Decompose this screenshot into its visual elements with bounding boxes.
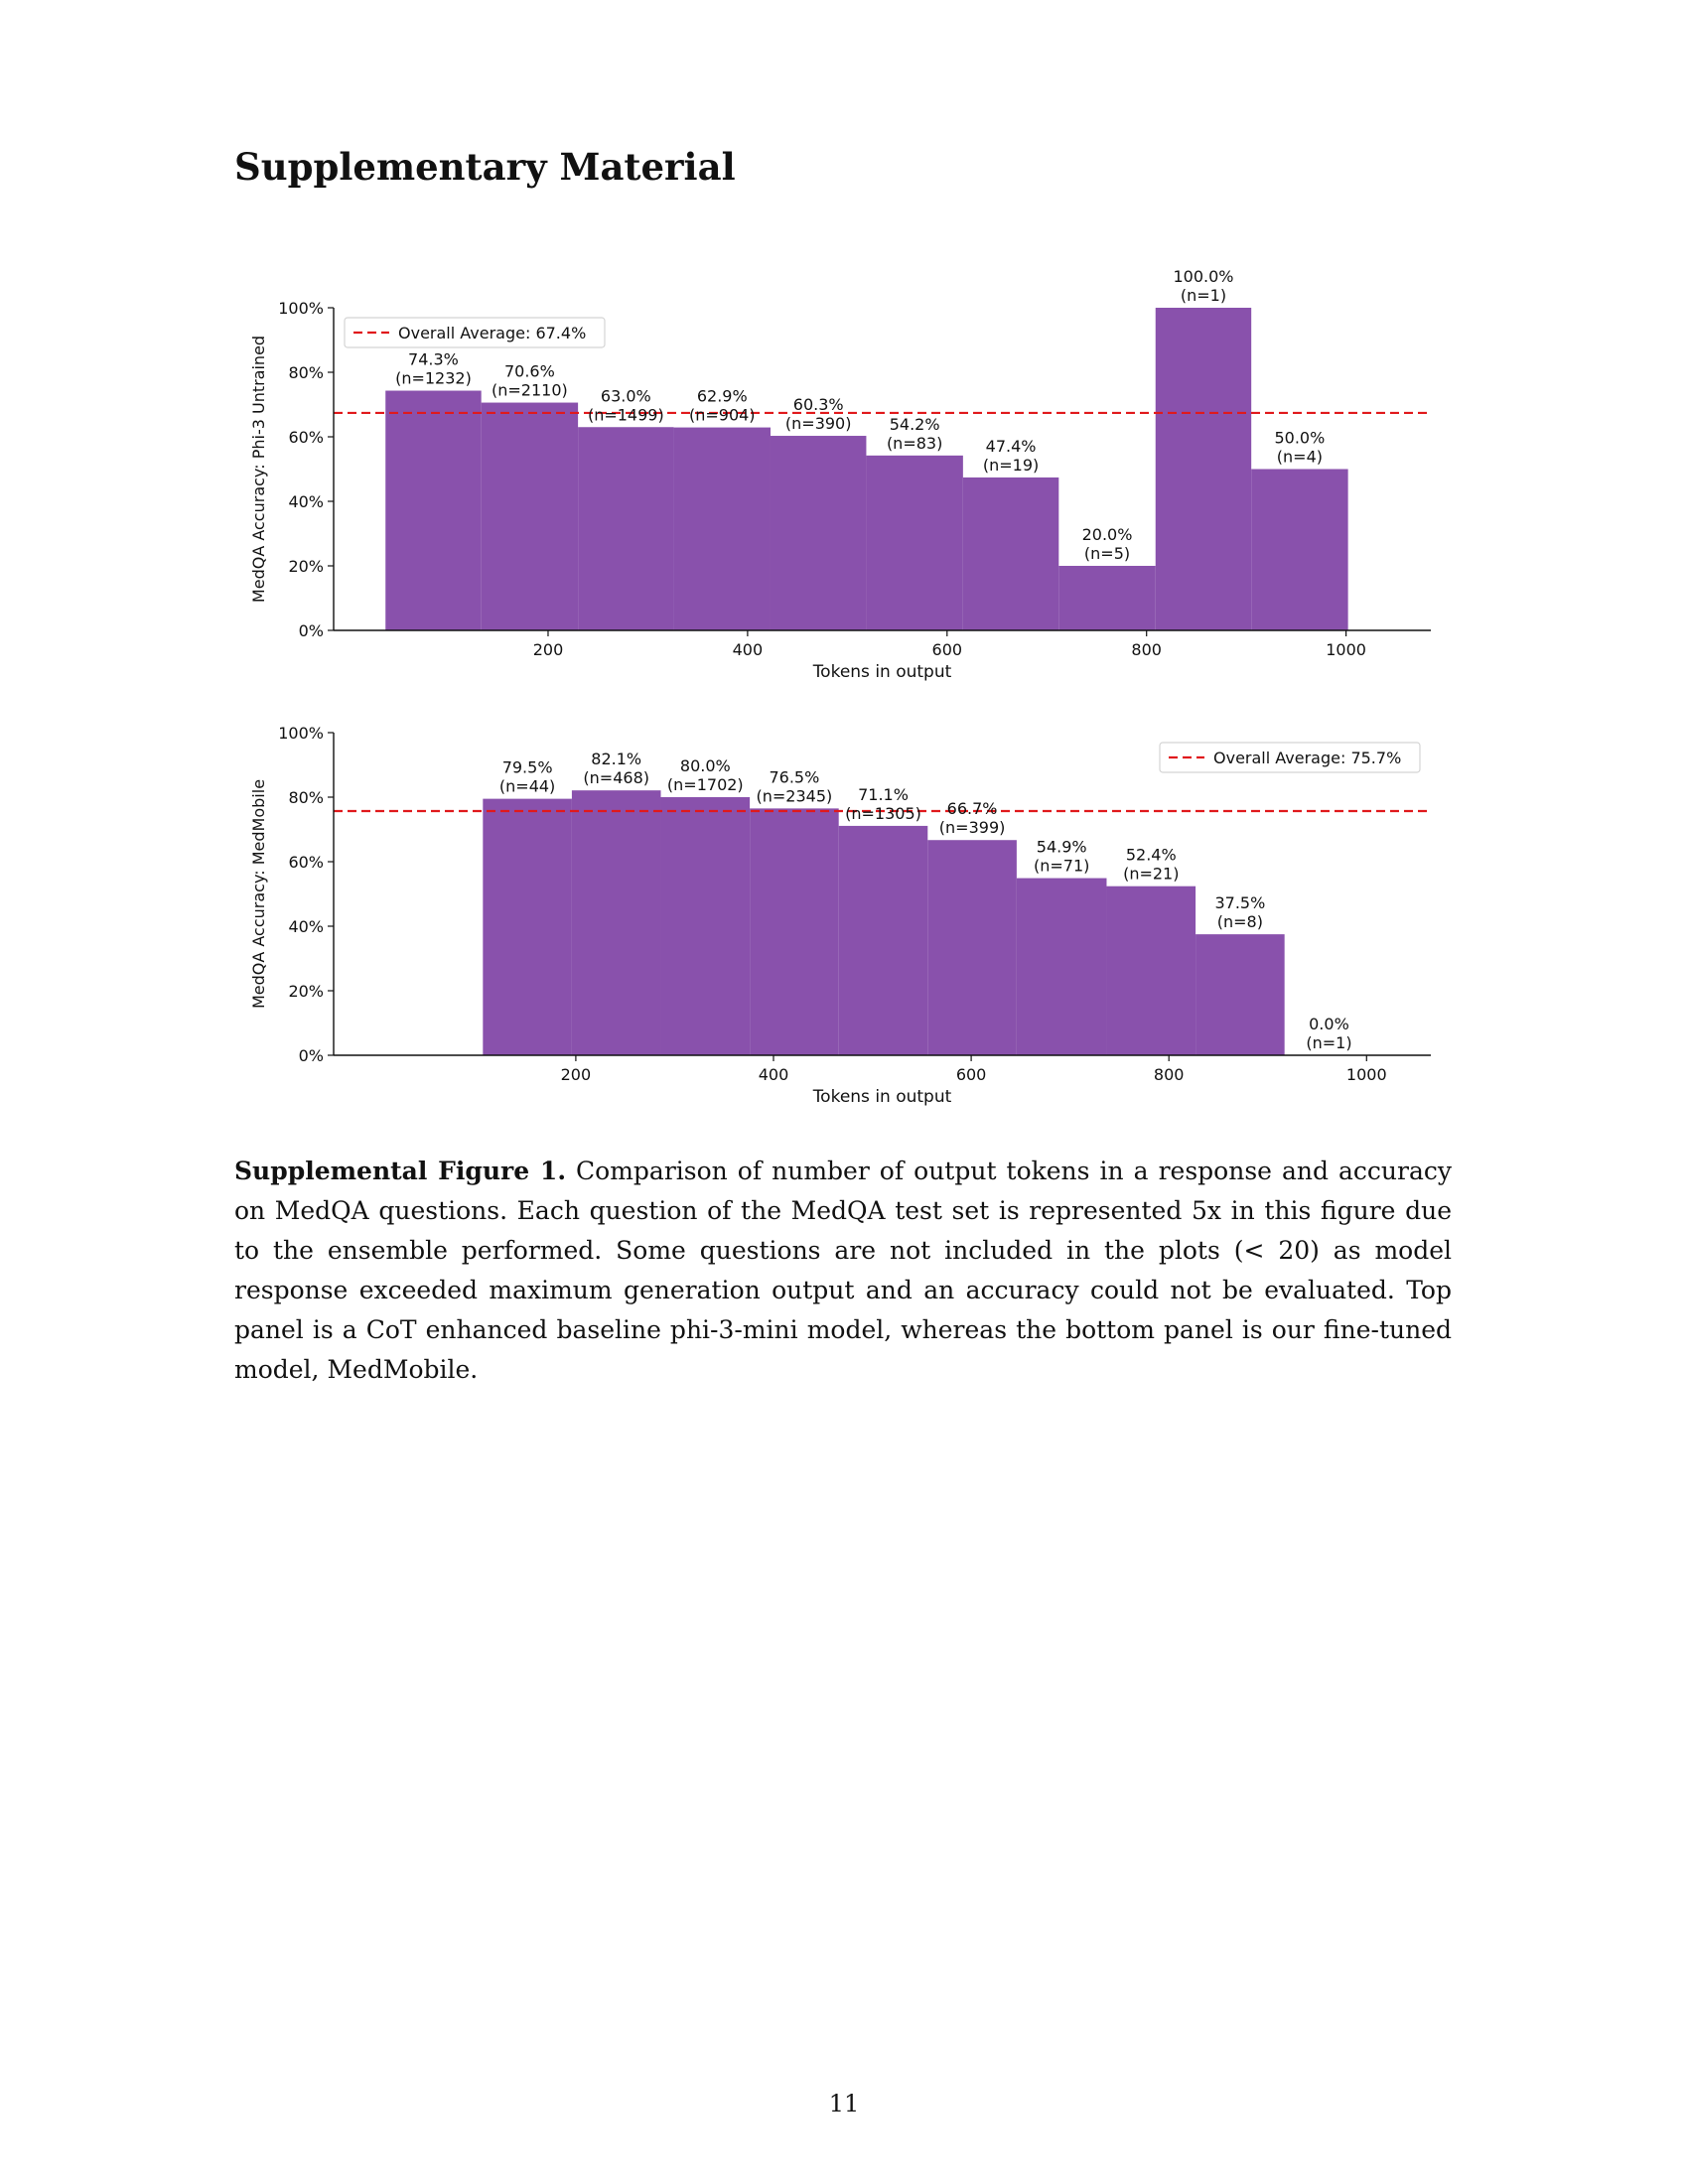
x-tick-label: 1000 (1346, 1065, 1387, 1084)
bar-count-label: (n=1702) (667, 775, 744, 794)
histogram-bar (571, 790, 661, 1055)
chart-legend: Overall Average: 67.4% (344, 317, 606, 348)
histogram-bar (481, 402, 579, 630)
legend-box (344, 317, 606, 348)
y-tick-label: 100% (278, 724, 324, 743)
histogram-bar (1106, 886, 1196, 1055)
y-axis-label: MedQA Accuracy: MedMobile (249, 779, 268, 1009)
histogram-bar (838, 825, 928, 1055)
chart-legend: Overall Average: 75.7% (1159, 742, 1421, 773)
y-tick-label: 0% (299, 1046, 324, 1065)
bar-value-label: 62.9% (697, 387, 748, 406)
histogram-bar (1251, 469, 1348, 630)
bottom-panel-chart: 79.5%(n=44) 82.1%(n=468) 80.0%(n=1702) 76.5… (249, 724, 1431, 1107)
bar-count-label: (n=390) (785, 414, 852, 433)
bar-count-label: (n=1) (1181, 286, 1226, 305)
histogram-bar (660, 797, 751, 1055)
histogram-bar (750, 808, 839, 1055)
x-tick-label: 800 (1131, 640, 1162, 659)
bar-value-label: 82.1% (591, 750, 641, 768)
x-tick-label: 200 (561, 1065, 592, 1084)
top-panel-chart: 74.3%(n=1232) 70.6%(n=2110) 63.0%(n=1499) 6… (249, 267, 1431, 682)
y-tick-label: 60% (288, 853, 324, 872)
bar-value-label: 80.0% (680, 756, 731, 775)
x-tick-label: 800 (1154, 1065, 1185, 1084)
bar-value-label: 71.1% (858, 785, 909, 804)
bar-value-label: 79.5% (502, 758, 553, 777)
x-tick-label: 600 (956, 1065, 987, 1084)
bar-value-label: 50.0% (1274, 429, 1325, 448)
y-tick-label: 20% (288, 982, 324, 1001)
bar-value-label: 20.0% (1082, 525, 1133, 544)
section-heading: Supplementary Material (234, 145, 736, 189)
bar-count-label: (n=71) (1034, 857, 1089, 876)
x-axis-label: Tokens in output (812, 662, 952, 682)
legend-entry: Overall Average: 75.7% (1213, 749, 1401, 767)
bar-count-label: (n=8) (1217, 912, 1263, 931)
bar-count-label: (n=2110) (492, 381, 568, 400)
x-tick-label: 400 (759, 1065, 789, 1084)
bar-value-label: 63.0% (601, 386, 651, 405)
bar-value-label: 52.4% (1126, 846, 1177, 865)
histogram-bar (385, 390, 482, 630)
histogram-bar (1155, 308, 1252, 630)
page-number: 11 (828, 2090, 860, 2117)
x-tick-label: 600 (932, 640, 963, 659)
y-tick-label: 40% (288, 492, 324, 511)
caption-label: Supplemental Figure 1. (234, 1157, 567, 1185)
histogram-bar (1016, 878, 1107, 1055)
histogram-bar (866, 455, 963, 630)
bar-value-label: 47.4% (986, 437, 1037, 456)
y-axis-label: MedQA Accuracy: Phi-3 Untrained (249, 336, 268, 603)
figure-caption: Supplemental Figure 1. Comparison of numb… (234, 1152, 1452, 1390)
bar-count-label: (n=468) (583, 768, 649, 787)
bar-count-label: (n=1232) (395, 369, 472, 388)
histogram-bar (927, 840, 1017, 1055)
bar-count-label: (n=904) (689, 406, 756, 425)
bar-value-label: 37.5% (1214, 893, 1265, 912)
y-tick-label: 80% (288, 788, 324, 807)
x-tick-label: 1000 (1326, 640, 1366, 659)
histogram-bar (1196, 934, 1285, 1055)
y-tick-label: 0% (299, 621, 324, 640)
x-tick-label: 400 (733, 640, 764, 659)
bar-count-label: (n=19) (983, 456, 1039, 475)
bar-value-label: 100.0% (1173, 267, 1233, 286)
histogram-bar (578, 427, 674, 630)
y-tick-label: 40% (288, 917, 324, 936)
y-tick-label: 80% (288, 363, 324, 382)
bar-value-label: 54.2% (890, 415, 940, 434)
bar-count-label: (n=21) (1123, 865, 1179, 884)
histogram-bar (770, 436, 867, 630)
bar-value-label: 60.3% (793, 395, 844, 414)
bar-count-label: (n=1305) (845, 804, 921, 823)
bar-count-label: (n=83) (887, 434, 942, 453)
x-axis-label: Tokens in output (812, 1087, 952, 1107)
bar-value-label: 0.0% (1309, 1015, 1349, 1033)
x-tick-label: 200 (533, 640, 564, 659)
caption-text: Comparison of number of output tokens in… (234, 1157, 1452, 1384)
histogram-bar (1058, 566, 1156, 630)
bar-count-label: (n=5) (1084, 544, 1130, 563)
bar-value-label: 76.5% (769, 767, 819, 786)
legend-box (1159, 742, 1421, 773)
bar-count-label: (n=399) (939, 818, 1006, 837)
histogram-bar (673, 427, 771, 630)
legend-entry: Overall Average: 67.4% (398, 324, 586, 342)
bar-value-label: 74.3% (408, 350, 459, 369)
bar-value-label: 70.6% (504, 362, 555, 381)
bar-count-label: (n=2345) (757, 786, 833, 805)
bar-count-label: (n=44) (499, 777, 555, 796)
bar-value-label: 54.9% (1037, 838, 1087, 857)
y-tick-label: 60% (288, 428, 324, 447)
y-tick-label: 100% (278, 299, 324, 318)
histogram-bar (483, 798, 572, 1055)
bar-count-label: (n=4) (1277, 448, 1323, 467)
bar-count-label: (n=1499) (588, 405, 664, 424)
y-tick-label: 20% (288, 557, 324, 576)
histogram-bar (962, 477, 1059, 630)
bar-count-label: (n=1) (1306, 1033, 1351, 1052)
bar-value-label: 66.7% (947, 799, 998, 818)
